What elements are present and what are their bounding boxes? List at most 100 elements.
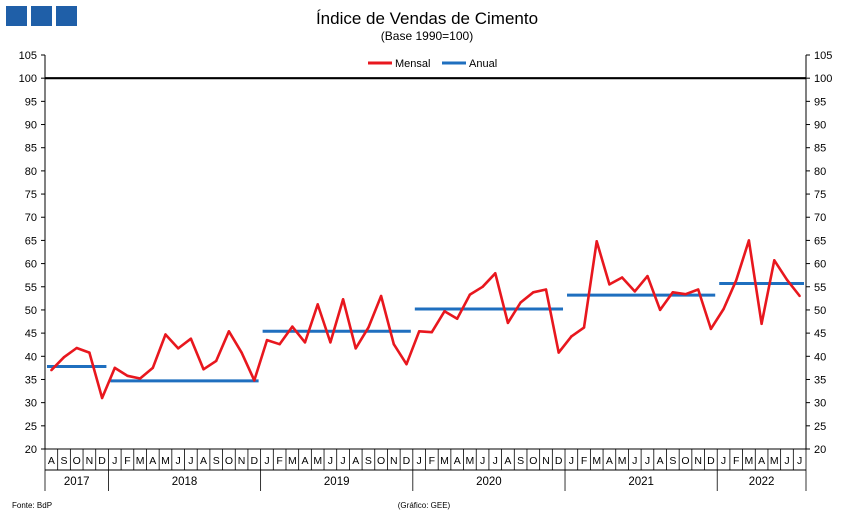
x-tick-label-month: J [340,455,345,467]
x-tick-label-month: F [124,455,130,467]
monthly-data-point [785,278,789,282]
monthly-data-point [620,276,624,279]
monthly-data-point [50,369,53,372]
x-tick-label-month: M [466,455,475,467]
monthly-data-point [722,307,725,311]
monthly-data-point [303,341,307,344]
monthly-data-point [278,343,281,346]
x-tick-label-month: J [632,455,637,467]
y-tick-label-right: 20 [814,444,826,456]
monthly-data-point [430,330,434,334]
x-tick-label-month: M [313,455,322,467]
x-tick-label-month: D [98,455,106,467]
x-tick-label-month: S [365,455,372,467]
x-tick-label-month: A [302,455,309,467]
monthly-data-point [164,333,167,336]
x-tick-label-month: O [73,455,81,467]
x-tick-label-month: M [440,455,449,467]
monthly-data-point [417,330,421,333]
monthly-data-point [658,308,662,312]
legend-anual-label: Anual [469,58,497,70]
monthly-data-point [456,317,459,320]
monthly-series-layer [50,239,801,400]
monthly-data-point [506,321,510,325]
source-note: Fonte: BdP [12,501,52,510]
y-tick-label-right: 70 [814,212,826,224]
monthly-data-point [481,285,484,288]
monthly-data-point [633,290,636,293]
monthly-data-point [595,240,598,243]
x-tick-label-month: O [225,455,233,467]
monthly-data-point [671,291,675,294]
x-tick-label-month: J [493,455,498,467]
logo-block [31,6,52,26]
y-tick-label-left: 90 [25,120,37,132]
y-tick-label-right: 60 [814,259,826,271]
monthly-data-point [709,327,713,331]
monthly-data-point [176,347,180,350]
monthly-data-point [367,326,370,329]
y-tick-label-right: 100 [814,73,832,85]
x-tick-label-month: N [694,455,702,467]
monthly-data-point [189,337,193,340]
monthly-data-point [747,239,751,242]
monthly-data-point [646,274,649,278]
y-tick-label-right: 75 [814,189,826,201]
y-tick-label-left: 70 [25,212,37,224]
y-tick-label-left: 105 [19,50,37,62]
monthly-data-point [329,341,332,344]
monthly-data-point [379,294,383,298]
monthly-data-point [62,356,66,359]
monthly-data-point [113,366,116,370]
x-tick-label-month: J [645,455,650,467]
x-tick-label-month: S [213,455,220,467]
y-tick-label-left: 30 [25,398,37,410]
monthly-data-point [240,351,243,354]
y-tick-label-left: 80 [25,166,37,178]
y-tick-label-right: 35 [814,374,826,386]
monthly-data-point [341,298,345,301]
monthly-data-point [608,283,611,286]
y-tick-label-left: 55 [25,282,37,294]
x-tick-label-month: D [707,455,715,467]
x-tick-label-month: M [161,455,170,467]
monthly-data-point [253,379,256,382]
x-tick-label-month: A [504,455,511,467]
x-tick-label-month: J [797,455,802,467]
y-tick-label-right: 95 [814,96,826,108]
monthly-data-point [392,343,395,346]
x-tick-label-month: N [86,455,94,467]
x-tick-label-month: J [569,455,574,467]
monthly-data-point [227,330,231,333]
x-tick-label-month: A [454,455,461,467]
x-tick-label-month: D [555,455,563,467]
y-tick-label-left: 95 [25,96,37,108]
x-tick-label-month: J [417,455,422,467]
x-tick-label-year: 2020 [476,476,502,488]
x-tick-label-month: O [377,455,385,467]
y-tick-label-right: 45 [814,328,826,340]
y-tick-label-right: 40 [814,351,826,363]
logo-block [6,6,27,26]
monthly-data-point [532,291,535,294]
x-tick-label-month: A [606,455,613,467]
x-tick-label-month: O [529,455,537,467]
y-tick-label-left: 60 [25,259,37,271]
x-tick-label-month: N [238,455,246,467]
y-tick-label-left: 40 [25,351,37,363]
monthly-data-point [557,351,560,354]
monthly-data-point [215,359,218,363]
x-tick-label-month: J [784,455,789,467]
monthly-data-point [405,362,408,366]
monthly-data-point [544,288,548,291]
y-tick-label-right: 50 [814,305,826,317]
y-tick-label-right: 55 [814,282,826,294]
y-tick-label-left: 45 [25,328,37,340]
monthly-data-point [100,396,104,400]
monthly-data-point [443,310,446,313]
y-tick-label-left: 50 [25,305,37,317]
monthly-data-point [684,292,687,296]
x-tick-label-month: J [176,455,181,467]
x-tick-label-month: F [276,455,282,467]
